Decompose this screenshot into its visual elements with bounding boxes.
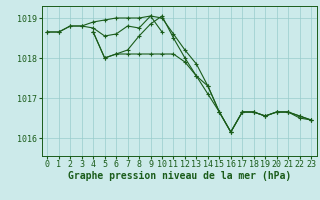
X-axis label: Graphe pression niveau de la mer (hPa): Graphe pression niveau de la mer (hPa) <box>68 171 291 181</box>
